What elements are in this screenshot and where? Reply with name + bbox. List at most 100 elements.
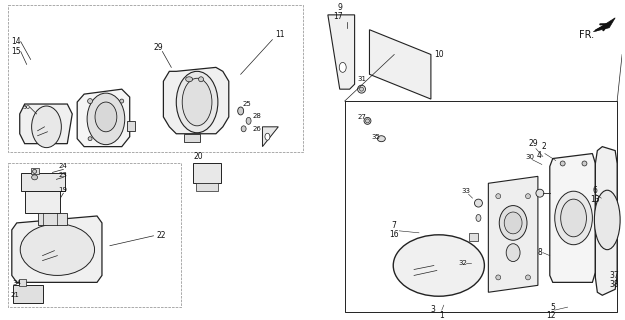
Ellipse shape <box>32 106 61 148</box>
Ellipse shape <box>186 77 192 82</box>
Text: 33: 33 <box>462 188 471 194</box>
Text: 32: 32 <box>459 260 468 266</box>
Bar <box>21 173 65 191</box>
Ellipse shape <box>393 235 484 296</box>
Text: 28: 28 <box>253 113 261 119</box>
Ellipse shape <box>561 199 586 237</box>
Bar <box>193 164 221 183</box>
Text: 20: 20 <box>193 152 202 161</box>
Ellipse shape <box>526 194 531 199</box>
Ellipse shape <box>526 275 531 280</box>
Text: 8: 8 <box>538 248 542 257</box>
Text: 22: 22 <box>156 231 166 240</box>
Polygon shape <box>328 15 354 89</box>
Ellipse shape <box>339 62 346 72</box>
Text: 29: 29 <box>154 43 163 52</box>
Bar <box>8 5 303 152</box>
Text: 3: 3 <box>431 305 436 314</box>
Text: 15: 15 <box>11 47 21 56</box>
Text: 9: 9 <box>338 4 342 12</box>
Text: 23: 23 <box>58 172 68 178</box>
Text: 27: 27 <box>357 114 366 120</box>
Bar <box>24 191 61 213</box>
Polygon shape <box>262 127 278 147</box>
Text: 26: 26 <box>253 126 261 132</box>
Text: 37: 37 <box>609 271 619 280</box>
Text: 13: 13 <box>591 195 600 204</box>
Text: 17: 17 <box>332 12 342 21</box>
Polygon shape <box>78 89 130 147</box>
Ellipse shape <box>536 189 544 197</box>
Text: 30: 30 <box>525 154 534 160</box>
Ellipse shape <box>182 78 212 126</box>
Text: 11: 11 <box>276 30 285 39</box>
Bar <box>127 121 134 131</box>
Text: 34: 34 <box>12 280 22 286</box>
Ellipse shape <box>378 136 386 142</box>
Ellipse shape <box>594 190 620 250</box>
Bar <box>38 213 68 225</box>
Text: 10: 10 <box>434 50 444 59</box>
Text: 30: 30 <box>22 105 31 109</box>
Bar <box>184 134 200 142</box>
Bar <box>196 183 218 191</box>
Ellipse shape <box>87 93 125 145</box>
Ellipse shape <box>499 205 527 240</box>
Text: 29: 29 <box>529 139 539 148</box>
Ellipse shape <box>95 102 117 132</box>
Ellipse shape <box>496 275 501 280</box>
Polygon shape <box>163 68 229 134</box>
Ellipse shape <box>241 126 246 132</box>
Text: 21: 21 <box>11 292 20 298</box>
Ellipse shape <box>582 161 587 166</box>
Text: 25: 25 <box>242 101 251 107</box>
Polygon shape <box>20 104 72 144</box>
Text: 5: 5 <box>551 303 556 312</box>
Polygon shape <box>593 18 615 32</box>
Polygon shape <box>488 176 538 292</box>
Text: 7: 7 <box>391 221 396 230</box>
Ellipse shape <box>32 169 37 173</box>
Ellipse shape <box>364 117 371 124</box>
Ellipse shape <box>496 194 501 199</box>
Text: 12: 12 <box>546 310 556 320</box>
Bar <box>19 279 26 286</box>
Ellipse shape <box>504 212 522 234</box>
Ellipse shape <box>120 99 124 103</box>
Ellipse shape <box>20 224 94 276</box>
Text: 6: 6 <box>592 186 598 195</box>
Ellipse shape <box>32 175 38 180</box>
Polygon shape <box>550 154 596 282</box>
Bar <box>469 233 479 241</box>
Ellipse shape <box>88 137 92 141</box>
Text: 1: 1 <box>439 310 444 320</box>
Ellipse shape <box>359 87 364 91</box>
Ellipse shape <box>366 119 369 123</box>
Polygon shape <box>12 216 102 282</box>
Text: 35: 35 <box>371 134 381 140</box>
Ellipse shape <box>199 77 204 82</box>
Ellipse shape <box>88 99 92 104</box>
Ellipse shape <box>265 133 270 140</box>
Ellipse shape <box>238 107 244 115</box>
Text: 24: 24 <box>58 164 67 170</box>
Ellipse shape <box>555 191 592 245</box>
Bar <box>31 168 39 174</box>
Text: 19: 19 <box>58 187 68 193</box>
Polygon shape <box>369 30 431 99</box>
Text: 2: 2 <box>542 142 547 151</box>
Ellipse shape <box>506 244 520 261</box>
Ellipse shape <box>474 199 482 207</box>
Polygon shape <box>596 147 617 295</box>
Text: 4: 4 <box>537 151 542 160</box>
Ellipse shape <box>246 117 251 124</box>
Text: 16: 16 <box>389 230 399 239</box>
Text: 38: 38 <box>609 280 619 289</box>
Ellipse shape <box>476 214 481 221</box>
Ellipse shape <box>357 85 366 93</box>
Bar <box>8 164 181 307</box>
Ellipse shape <box>176 71 218 133</box>
Text: FR.: FR. <box>579 30 594 40</box>
Ellipse shape <box>560 161 565 166</box>
Text: 14: 14 <box>11 37 21 46</box>
